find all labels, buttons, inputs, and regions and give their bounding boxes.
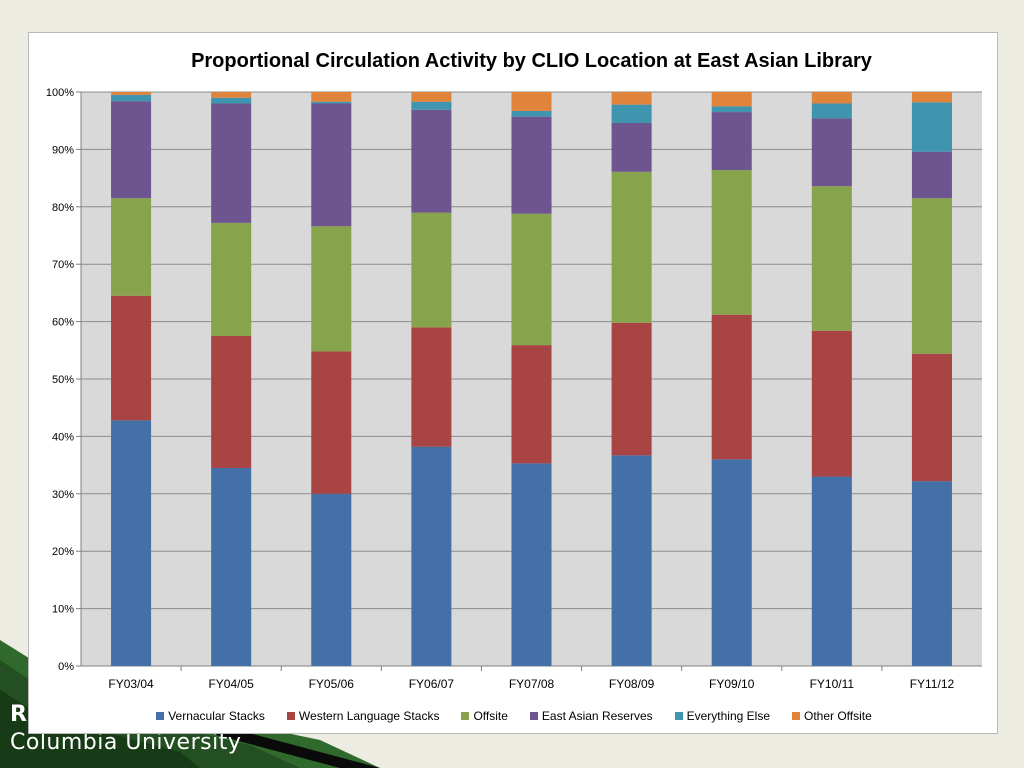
bar-segment xyxy=(211,335,252,468)
bar-segment xyxy=(611,322,652,456)
bar-segment xyxy=(511,213,552,346)
bar-segment xyxy=(111,92,152,95)
bar-segment xyxy=(711,92,752,107)
chart-frame: Proportional Circulation Activity by CLI… xyxy=(28,32,998,734)
bar-segment xyxy=(311,101,352,104)
bar-segment xyxy=(311,226,352,352)
bar-segment xyxy=(711,106,752,113)
y-tick-label: 100% xyxy=(46,87,74,99)
bar-segment xyxy=(611,104,652,123)
bar-segment xyxy=(811,476,852,666)
bar-segment xyxy=(211,92,252,98)
bar-segment xyxy=(811,92,852,104)
bar-segment xyxy=(111,94,152,102)
bar-segment xyxy=(911,353,952,482)
legend-label: Other Offsite xyxy=(804,709,872,723)
legend-swatch xyxy=(674,712,683,720)
x-tick-label: FY05/06 xyxy=(309,677,355,691)
bar-segment xyxy=(611,455,652,666)
legend-label: East Asian Reserves xyxy=(541,709,653,723)
legend-swatch xyxy=(286,712,295,720)
x-tick-label: FY09/10 xyxy=(709,677,755,691)
legend-item: Western Language Stacks xyxy=(286,709,440,723)
bar-segment xyxy=(411,446,452,666)
bar-segment xyxy=(711,459,752,666)
footer-letter: R xyxy=(10,702,27,727)
y-tick-label: 10% xyxy=(52,604,74,616)
legend-label: Everything Else xyxy=(686,709,770,723)
bar-segment xyxy=(711,170,752,315)
y-tick-label: 90% xyxy=(52,144,74,156)
legend-item: Vernacular Stacks xyxy=(156,709,265,723)
bar-segment xyxy=(311,493,352,666)
bar-segment xyxy=(911,198,952,354)
legend-label: Vernacular Stacks xyxy=(168,709,265,723)
x-tick-label: FY06/07 xyxy=(409,677,455,691)
bar-segment xyxy=(811,330,852,477)
legend-swatch xyxy=(529,712,538,720)
bar-segment xyxy=(111,420,152,666)
legend-item: Other Offsite xyxy=(792,709,872,723)
bar-segment xyxy=(211,467,252,666)
bar-segment xyxy=(411,92,452,102)
bar-segment xyxy=(611,92,652,105)
bar-segment xyxy=(411,101,452,110)
bar-segment xyxy=(511,110,552,117)
legend-item: Everything Else xyxy=(674,709,770,723)
y-tick-label: 20% xyxy=(52,546,74,558)
chart-legend: Vernacular Stacks Western Language Stacks… xyxy=(29,709,999,723)
bar-segment xyxy=(911,481,952,666)
bar-segment xyxy=(111,198,152,296)
x-tick-label: FY03/04 xyxy=(108,677,154,691)
bar-segment xyxy=(611,122,652,172)
bar-segment xyxy=(211,97,252,104)
bar-segment xyxy=(911,151,952,199)
bar-segment xyxy=(411,327,452,447)
bar-segment xyxy=(711,112,752,171)
y-tick-label: 40% xyxy=(52,431,74,443)
x-tick-label: FY11/12 xyxy=(910,677,955,691)
bar-segment xyxy=(411,109,452,213)
bar-segment xyxy=(311,92,352,102)
y-tick-label: 50% xyxy=(52,374,74,386)
x-tick-label: FY08/09 xyxy=(609,677,655,691)
y-tick-label: 80% xyxy=(52,202,74,214)
bar-segment xyxy=(311,103,352,227)
legend-item: East Asian Reserves xyxy=(529,709,653,723)
y-tick-label: 70% xyxy=(52,259,74,271)
chart-title: Proportional Circulation Activity by CLI… xyxy=(191,50,873,72)
legend-label: Offsite xyxy=(473,709,508,723)
legend-swatch xyxy=(461,712,470,720)
chart-svg: Proportional Circulation Activity by CLI… xyxy=(46,50,982,691)
bar-segment xyxy=(211,222,252,336)
legend-swatch xyxy=(792,712,800,720)
bar-segment xyxy=(111,295,152,421)
bar-segment xyxy=(811,186,852,331)
legend-label: Western Language Stacks xyxy=(298,709,440,723)
y-tick-label: 0% xyxy=(58,661,74,673)
footer-institution: Columbia University xyxy=(10,730,242,755)
bar-segment xyxy=(311,351,352,494)
bar-segment xyxy=(511,345,552,464)
legend-swatch xyxy=(156,712,165,720)
bar-segment xyxy=(511,92,552,111)
bar-segment xyxy=(511,116,552,214)
x-tick-label: FY04/05 xyxy=(208,677,254,691)
bar-segment xyxy=(911,102,952,152)
bar-segment xyxy=(811,118,852,187)
bar-segment xyxy=(111,101,152,199)
y-tick-label: 30% xyxy=(52,489,74,501)
bar-segment xyxy=(211,103,252,223)
x-tick-label: FY10/11 xyxy=(810,677,855,691)
bar-segment xyxy=(811,103,852,119)
bar-segment xyxy=(411,212,452,328)
y-tick-label: 60% xyxy=(52,317,74,329)
x-tick-label: FY07/08 xyxy=(509,677,555,691)
legend-item: Offsite xyxy=(461,709,508,723)
bar-segment xyxy=(511,463,552,666)
bar-segment xyxy=(711,314,752,460)
bar-segment xyxy=(611,171,652,323)
bar-segment xyxy=(911,92,952,103)
